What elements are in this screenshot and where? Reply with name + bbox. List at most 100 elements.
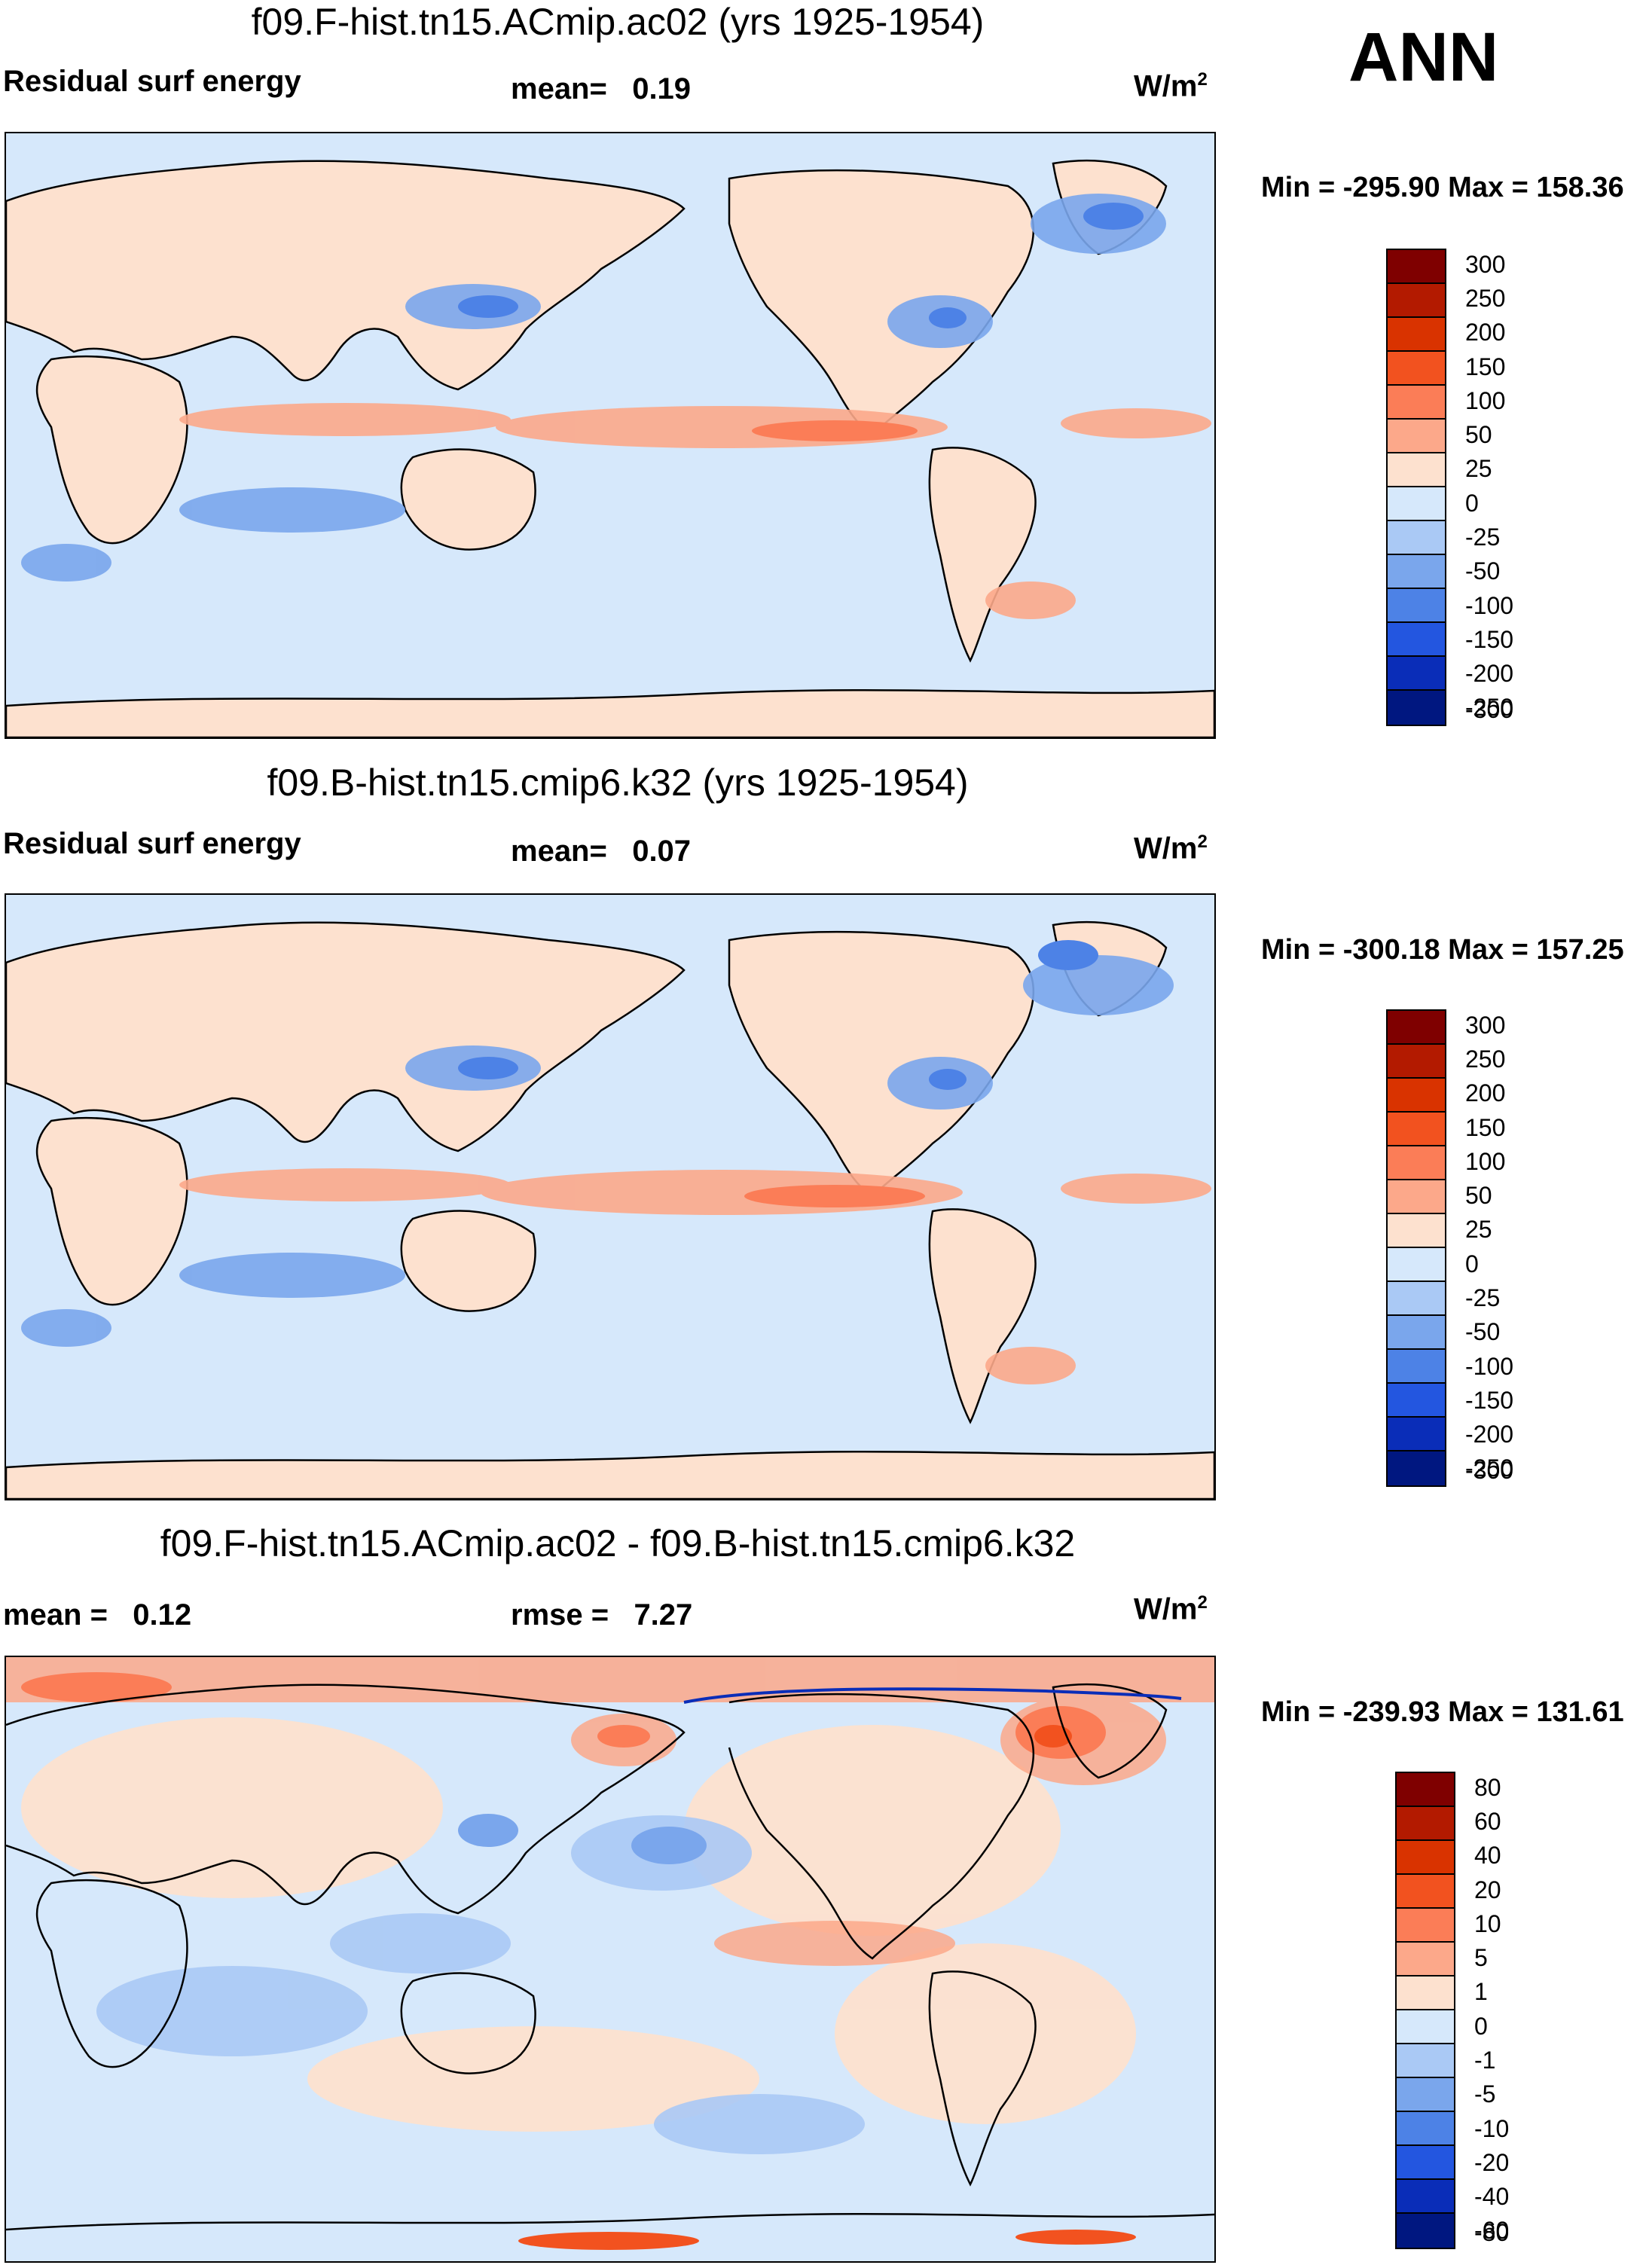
colorbar-tick-label: 250	[1465, 284, 1506, 312]
colorbar-tick-label: 25	[1465, 1216, 1492, 1244]
colorbar-swatch	[1388, 1045, 1445, 1079]
colorbar-tick-label: -150	[1465, 1386, 1514, 1414]
colorbar-swatch	[1388, 1146, 1445, 1180]
colorbar-tick-label: -20	[1474, 2148, 1510, 2176]
colorbar-swatch	[1388, 521, 1445, 555]
panel-2-map	[5, 893, 1216, 1500]
colorbar-tick-label: 300	[1465, 1011, 1506, 1039]
panel-1-minmax: Min = -295.90 Max = 158.36	[1261, 172, 1624, 203]
colorbar-swatch	[1388, 1248, 1445, 1282]
colorbar-tick-label: 100	[1465, 1147, 1506, 1175]
colorbar-tick-label: 80	[1474, 1773, 1501, 1801]
colorbar-swatch	[1388, 1214, 1445, 1248]
panel-2-units: W/m2	[1134, 832, 1208, 865]
panel-2-left-label: Residual surf energy	[3, 827, 301, 860]
colorbar-tick-label: 60	[1474, 1807, 1501, 1835]
colorbar-tick-label: 200	[1465, 319, 1506, 346]
colorbar-tick-label: -150	[1465, 625, 1514, 653]
colorbar-tick-label: 0	[1465, 1250, 1479, 1277]
colorbar-tick-label: -5	[1474, 2080, 1496, 2108]
colorbar-swatch	[1388, 1350, 1445, 1384]
colorbar-tick-label: 1	[1474, 1978, 1488, 2006]
panel-3-minmax: Min = -239.93 Max = 131.61	[1261, 1696, 1624, 1728]
season-label: ANN	[1348, 19, 1499, 96]
colorbar-tick-label: 40	[1474, 1842, 1501, 1870]
panel-1-units: W/m2	[1134, 69, 1208, 103]
colorbar-swatch	[1397, 1807, 1454, 1841]
panel-3-colorbar-ticks: 80 60 40 20 10 5 1 0 -1 -5 -10 -20 -40 -60 -80	[1474, 1772, 1587, 2249]
colorbar-tick-label: 25	[1465, 455, 1492, 483]
map-3-svg	[6, 1657, 1214, 2261]
colorbar-tick-label: -300	[1465, 1457, 1514, 1484]
colorbar-swatch	[1388, 623, 1445, 657]
panel-3-colorbar	[1395, 1772, 1455, 2249]
colorbar-swatch	[1388, 420, 1445, 453]
panel-1-left-label: Residual surf energy	[3, 65, 301, 98]
panel-1-mean: mean= 0.19	[511, 72, 692, 105]
map-2-svg	[6, 895, 1214, 1499]
antarctica-landmass	[6, 688, 1214, 737]
colorbar-swatch	[1388, 1079, 1445, 1113]
colorbar-tick-label: -200	[1465, 1421, 1514, 1448]
map-1-svg	[6, 133, 1214, 737]
colorbar-swatch	[1397, 1875, 1454, 1909]
south-america-landmass	[928, 447, 1037, 663]
australia-landmass	[400, 448, 536, 551]
colorbar-tick-label: 150	[1465, 1113, 1506, 1141]
panel-3-mean: mean = 0.12	[3, 1598, 192, 1632]
colorbar-swatch	[1388, 487, 1445, 521]
panel-2-colorbar-ticks: 300 250 200 150 100 50 25 0 -25 -50 -100 -150 -200 -2…	[1465, 1009, 1578, 1487]
colorbar-tick-label: 300	[1465, 250, 1506, 278]
colorbar-tick-label: -25	[1465, 1284, 1501, 1311]
colorbar-swatch	[1388, 318, 1445, 352]
panel-1-colorbar-ticks: 300 250 200 150 100 50 25 0 -25 -50 -100 -150 -200 -2…	[1465, 249, 1578, 726]
colorbar-swatch	[1388, 1282, 1445, 1316]
colorbar-tick-label: -60	[1474, 2217, 1510, 2245]
panel-3-map	[5, 1656, 1216, 2263]
panel-3-rmse: rmse = 7.27	[511, 1598, 693, 1632]
panel-3-title: f09.F-hist.tn15.ACmip.ac02 - f09.B-hist.…	[160, 1522, 1076, 1564]
colorbar-tick-label: -50	[1465, 1318, 1501, 1346]
colorbar-swatch	[1388, 1384, 1445, 1418]
colorbar-tick-label: -100	[1465, 591, 1514, 619]
colorbar-swatch	[1388, 250, 1445, 284]
colorbar-swatch	[1397, 2078, 1454, 2112]
panel-2-title: f09.B-hist.tn15.cmip6.k32 (yrs 1925-1954…	[267, 762, 969, 804]
colorbar-tick-label: -50	[1465, 557, 1501, 585]
colorbar-tick-label: -40	[1474, 2183, 1510, 2211]
colorbar-tick-label: -250	[1465, 694, 1514, 722]
panel-2-mean: mean= 0.07	[511, 835, 692, 868]
colorbar-tick-label: 150	[1465, 353, 1506, 380]
colorbar-tick-label: 0	[1474, 2012, 1488, 2040]
colorbar-swatch	[1397, 2010, 1454, 2044]
colorbar-tick-label: -300	[1465, 696, 1514, 723]
colorbar-swatch	[1397, 1943, 1454, 1976]
colorbar-swatch	[1397, 1773, 1454, 1807]
colorbar-tick-label: 50	[1465, 421, 1492, 449]
colorbar-swatch	[1388, 589, 1445, 623]
colorbar-tick-label: 100	[1465, 386, 1506, 414]
colorbar-swatch	[1388, 691, 1445, 725]
africa-landmass	[35, 356, 188, 545]
eurasia-landmass	[6, 160, 686, 391]
colorbar-swatch	[1397, 2180, 1454, 2214]
colorbar-tick-label: -25	[1465, 523, 1501, 551]
colorbar-tick-label: 200	[1465, 1079, 1506, 1107]
colorbar-swatch	[1388, 1316, 1445, 1350]
north-america-landmass	[728, 169, 1034, 436]
colorbar-tick-label: -200	[1465, 660, 1514, 688]
colorbar-swatch	[1397, 1976, 1454, 2010]
panel-3-units: W/m2	[1134, 1592, 1208, 1626]
colorbar-tick-label: 5	[1474, 1944, 1488, 1972]
colorbar-swatch	[1397, 1909, 1454, 1943]
colorbar-tick-label: 250	[1465, 1045, 1506, 1073]
colorbar-tick-label: 50	[1465, 1182, 1492, 1210]
colorbar-tick-label: -10	[1474, 2114, 1510, 2142]
colorbar-swatch	[1388, 1011, 1445, 1045]
colorbar-swatch	[1388, 1451, 1445, 1485]
colorbar-swatch	[1397, 1841, 1454, 1875]
panel-2-minmax: Min = -300.18 Max = 157.25	[1261, 934, 1624, 966]
colorbar-tick-label: -250	[1465, 1455, 1514, 1482]
colorbar-swatch	[1388, 657, 1445, 691]
panel-1-map	[5, 132, 1216, 739]
